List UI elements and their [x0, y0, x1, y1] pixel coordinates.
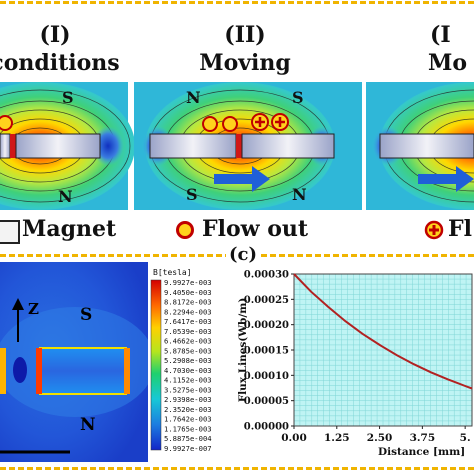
sim-south-label: S [80, 305, 92, 325]
flux-series-line [293, 273, 473, 390]
colorbar-ticks: 9.9927e-0039.4050e-0038.8172e-0038.2294e… [164, 278, 212, 453]
b-field-simulation: Z S N B[tesla] 9.9927e-0039.4050e-0038.8… [0, 262, 230, 462]
panel-c-label: (c) [226, 244, 260, 265]
panel-2-title: Moving [199, 50, 291, 76]
x-tick-label: 2.50 [367, 432, 393, 444]
panel-2-south-bottom-label: S [186, 185, 198, 204]
field-panel-2: N S S N [134, 82, 362, 210]
motion-arrow [214, 166, 270, 192]
colorbar-tick-label: 1.7642e-003 [164, 415, 212, 424]
x-axis-label: Distance [mm] [378, 446, 465, 458]
magnet-legend-label: Magnet [22, 216, 117, 242]
colorbar-tick-label: 2.3520e-003 [164, 405, 212, 414]
z-axis-label: Z [28, 300, 39, 318]
y-axis-label: Flux Lines(Wb/m) [237, 298, 249, 403]
panel-1-title: conditions [0, 50, 120, 76]
flow-out-legend-label: Flow out [202, 216, 309, 242]
flow-out-legend-icon [176, 221, 194, 239]
y-tick-label: 0.00020 [244, 320, 289, 331]
colorbar-tick-label: 7.0539e-003 [164, 327, 212, 336]
colorbar-tick-label: 9.9927e-003 [164, 278, 212, 287]
y-tick-label: 0.00000 [244, 422, 289, 433]
panel-3-title: Mo [428, 50, 468, 76]
x-tick-label: 1.25 [324, 432, 350, 444]
panel-1-roman: (I) [39, 22, 71, 48]
colorbar-tick-label: 5.8785e-003 [164, 346, 212, 355]
colorbar-tick-label: 9.4050e-003 [164, 288, 212, 297]
bottom-dash-separator [0, 467, 474, 470]
colorbar-tick-label: 4.1152e-003 [164, 376, 212, 385]
top-dash-separator [0, 1, 474, 4]
colorbar-title: B[tesla] [153, 268, 192, 277]
field-simulation-row: S N N S [0, 82, 474, 210]
panel-2-south-top-label: S [292, 88, 304, 107]
colorbar-tick-label: 7.6417e-003 [164, 317, 212, 326]
y-tick-label: 0.00010 [244, 371, 289, 382]
y-tick-label: 0.00030 [244, 270, 289, 281]
field-panel-1: S N [0, 82, 135, 210]
colorbar-tick-label: 8.2294e-003 [164, 307, 212, 316]
panel-2-north-bottom-label: N [292, 185, 307, 204]
flow-out-marker [202, 116, 218, 132]
field-panel-3 [366, 82, 474, 210]
panel-1-north-label: N [58, 187, 73, 206]
y-tick-label: 0.00025 [244, 295, 289, 306]
colorbar-tick-label: 6.4662e-003 [164, 337, 212, 346]
flow-out-marker [222, 116, 238, 132]
colorbar-tick-label: 8.8172e-003 [164, 298, 212, 307]
flux-chart: 0.000000.000050.000100.000150.000200.000… [237, 270, 473, 458]
sim-north-label: N [80, 415, 96, 435]
colorbar-tick-label: 3.5275e-003 [164, 385, 212, 394]
y-tick-label: 0.00015 [244, 346, 289, 357]
colorbar [150, 279, 162, 451]
colorbar-tick-label: 1.1765e-003 [164, 424, 212, 433]
y-tick-label: 0.00005 [244, 396, 289, 407]
colorbar-tick-label: 2.9398e-003 [164, 395, 212, 404]
panel-3-roman: (I [430, 22, 451, 48]
colorbar-tick-label: 5.8875e-004 [164, 434, 212, 443]
colorbar-tick-label: 5.2908e-003 [164, 356, 212, 365]
x-tick-label: 0.00 [281, 432, 307, 444]
panel-1-south-label: S [62, 88, 74, 107]
colorbar-tick-label: 9.9927e-007 [164, 444, 212, 453]
panel-2-north-top-label: N [186, 88, 201, 107]
panel-2-roman: (II) [224, 22, 266, 48]
flow-in-legend-label: Fl [448, 216, 472, 242]
flow-in-legend-icon [424, 220, 444, 240]
colorbar-tick-label: 4.7030e-003 [164, 366, 212, 375]
x-tick-label: 5. [460, 432, 471, 444]
magnet-legend-swatch [0, 220, 20, 244]
x-tick-label: 3.75 [410, 432, 436, 444]
